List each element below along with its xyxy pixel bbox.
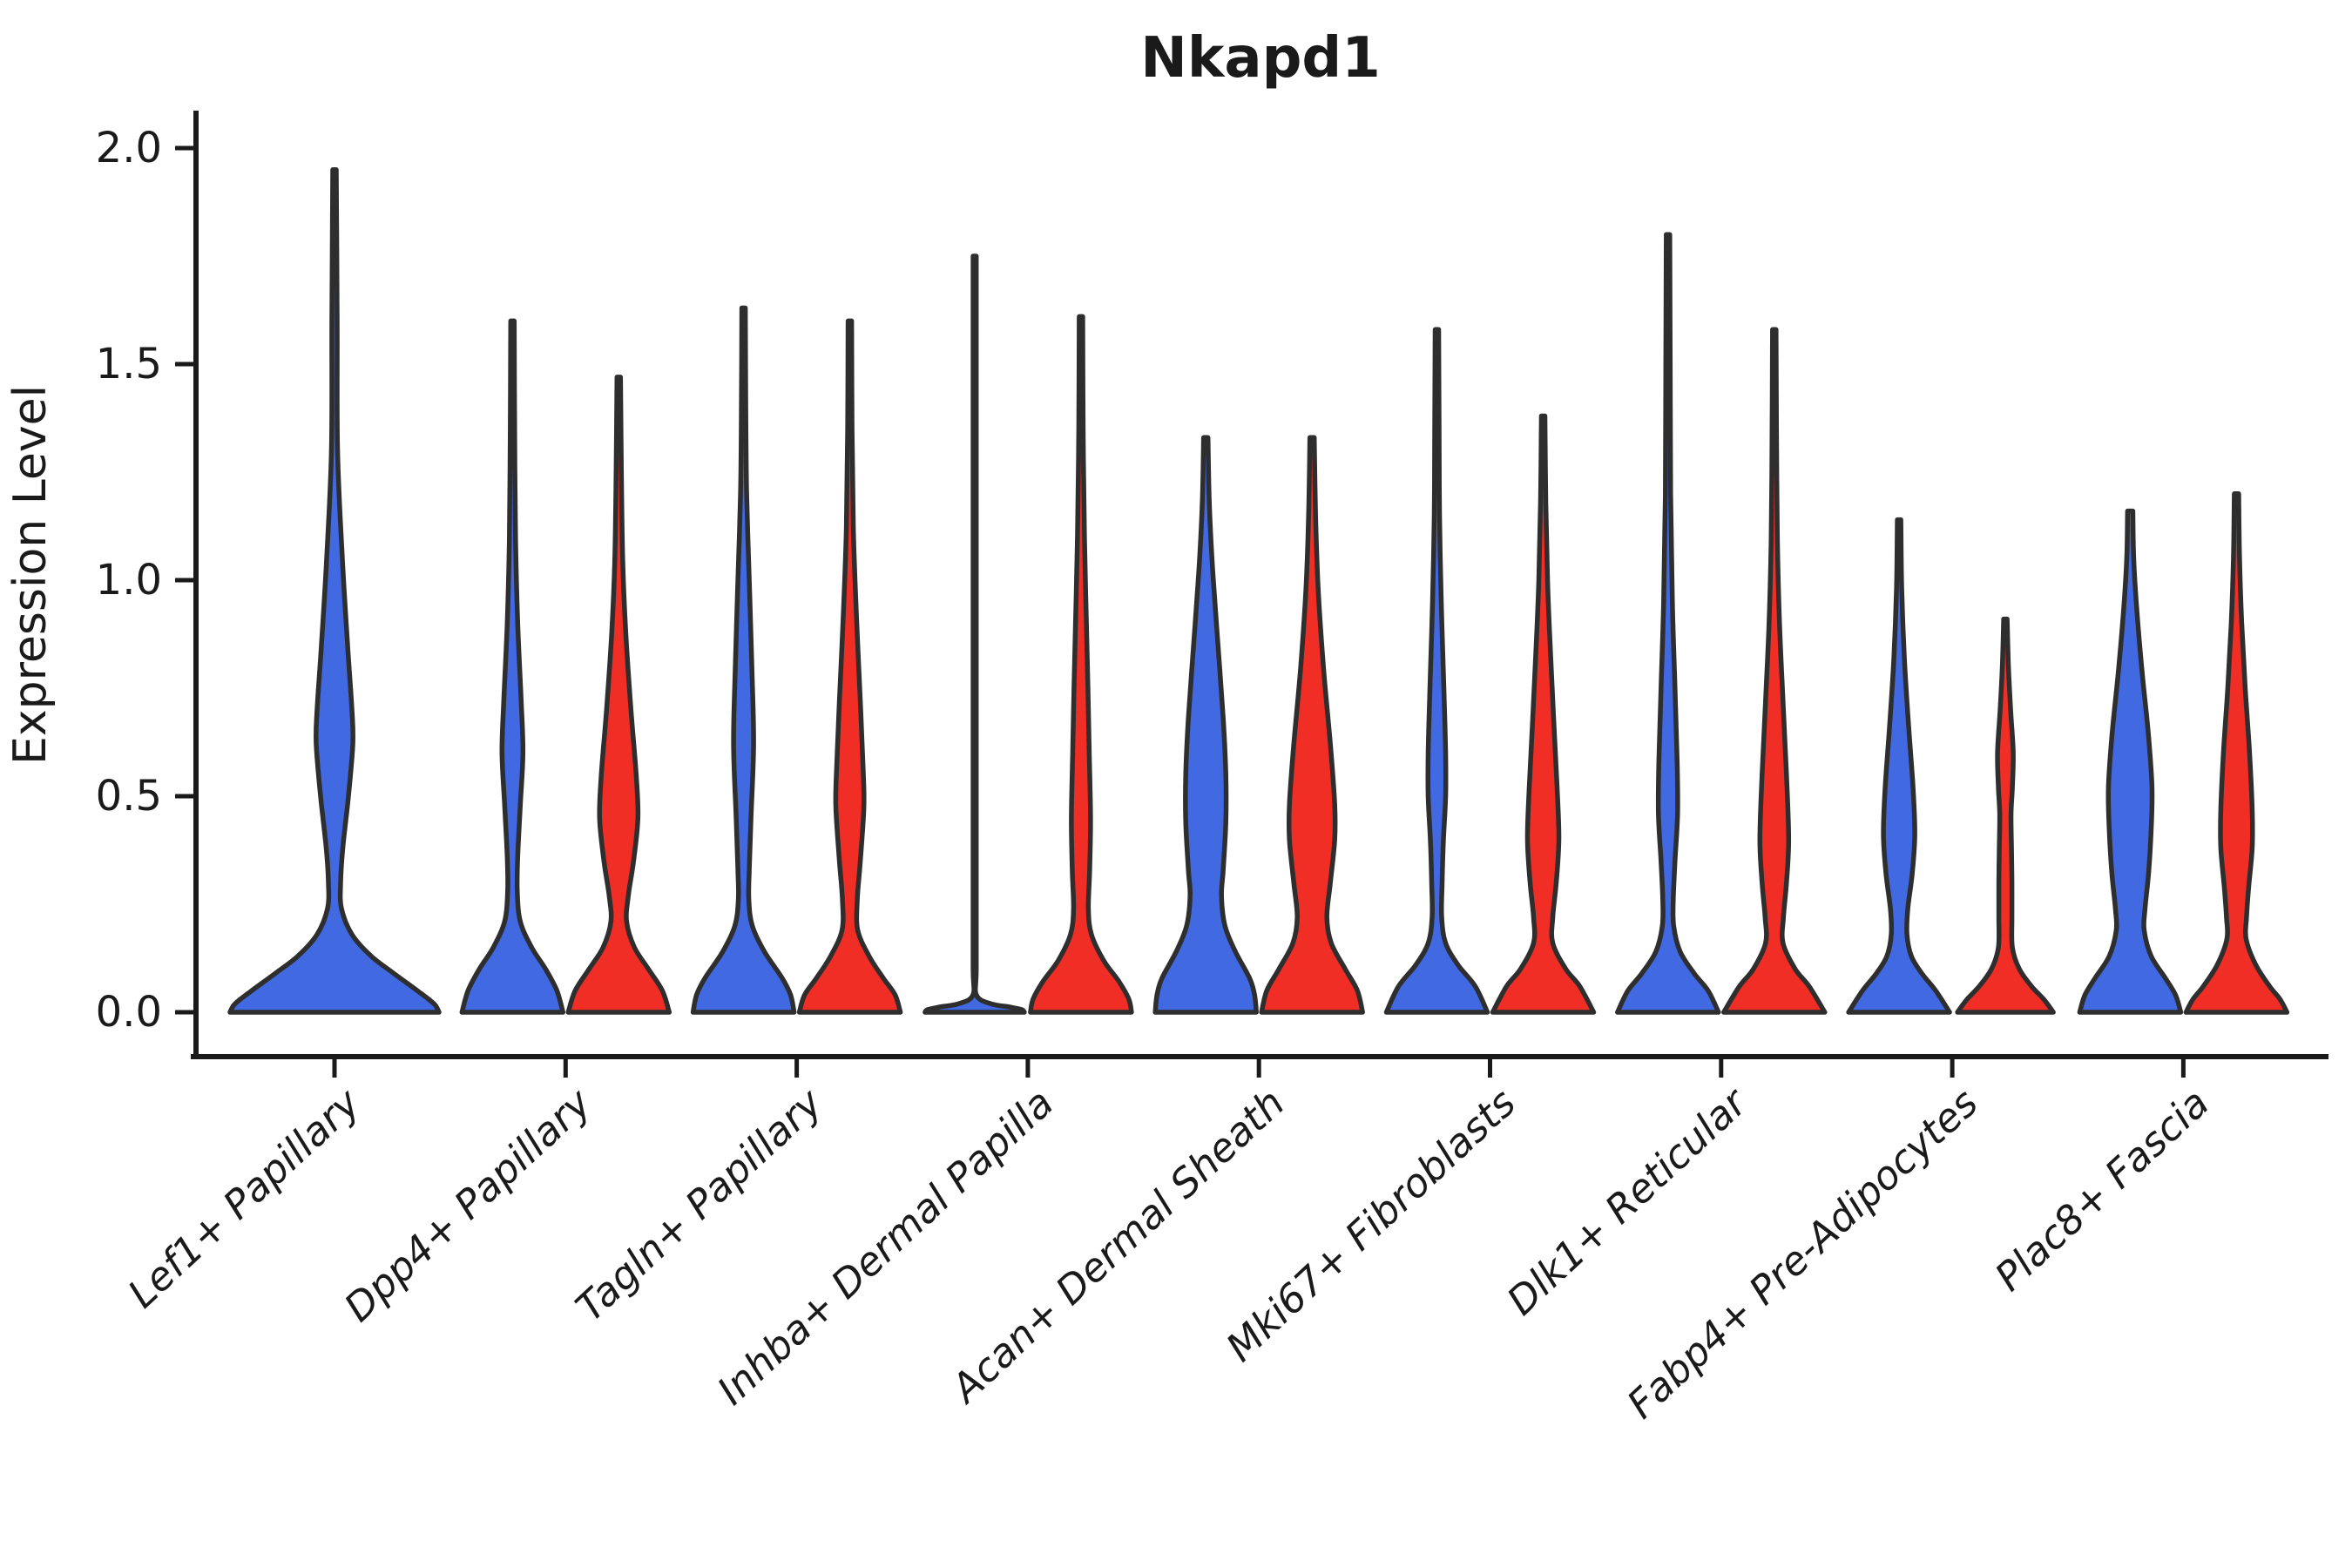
x-tick-label-plac8-fascia: Plac8+ Fascia (1986, 1079, 2218, 1300)
violin-fabp4-pre-adipocytes-blue (1846, 517, 1952, 1015)
x-tick-label-tagln-papillary: Tagln+ Papillary (567, 1078, 832, 1330)
violins-layer (227, 167, 2290, 1015)
y-tick-label-0.0: 0.0 (96, 988, 162, 1037)
violin-tagln-papillary-red (796, 318, 903, 1015)
y-tick-label-0.5: 0.5 (96, 772, 162, 821)
x-tick-label-lef1-papillary: Lef1+ Papillary (119, 1078, 370, 1316)
y-axis-ticks: 0.0 0.5 1.0 1.5 2.0 (96, 124, 196, 1037)
violin-inhba-dermal-papilla-blue (923, 253, 1027, 1015)
violin-dlk1-reticular-red (1721, 327, 1828, 1015)
y-tick-label-1.0: 1.0 (96, 556, 162, 605)
violin-lef1-papillary-blue (227, 167, 442, 1015)
violin-acan-dermal-sheath-red (1259, 435, 1365, 1015)
chart-title: Nkapd1 (1140, 26, 1380, 91)
violin-mki67-fibroblasts-red (1490, 413, 1597, 1015)
x-tick-label-dpp4-papillary: Dpp4+ Papillary (335, 1078, 601, 1330)
violin-dlk1-reticular-blue (1615, 232, 1721, 1015)
violin-mki67-fibroblasts-blue (1383, 327, 1490, 1015)
y-tick-label-2.0: 2.0 (96, 124, 162, 172)
violin-acan-dermal-sheath-blue (1152, 435, 1259, 1015)
violin-tagln-papillary-blue (690, 305, 797, 1015)
violin-dpp4-papillary-blue (459, 318, 566, 1015)
violin-plac8-fascia-blue (2077, 508, 2184, 1015)
violin-plac8-fascia-red (2183, 491, 2290, 1015)
x-tick-label-dlk1-reticular: Dlk1+ Reticular (1498, 1078, 1757, 1324)
y-axis-label: Expression Level (4, 385, 57, 765)
violin-fabp4-pre-adipocytes-red (1955, 616, 2056, 1015)
violin-inhba-dermal-papilla-red (1028, 314, 1134, 1015)
y-tick-label-1.5: 1.5 (96, 340, 162, 389)
violin-dpp4-papillary-red (565, 375, 672, 1015)
